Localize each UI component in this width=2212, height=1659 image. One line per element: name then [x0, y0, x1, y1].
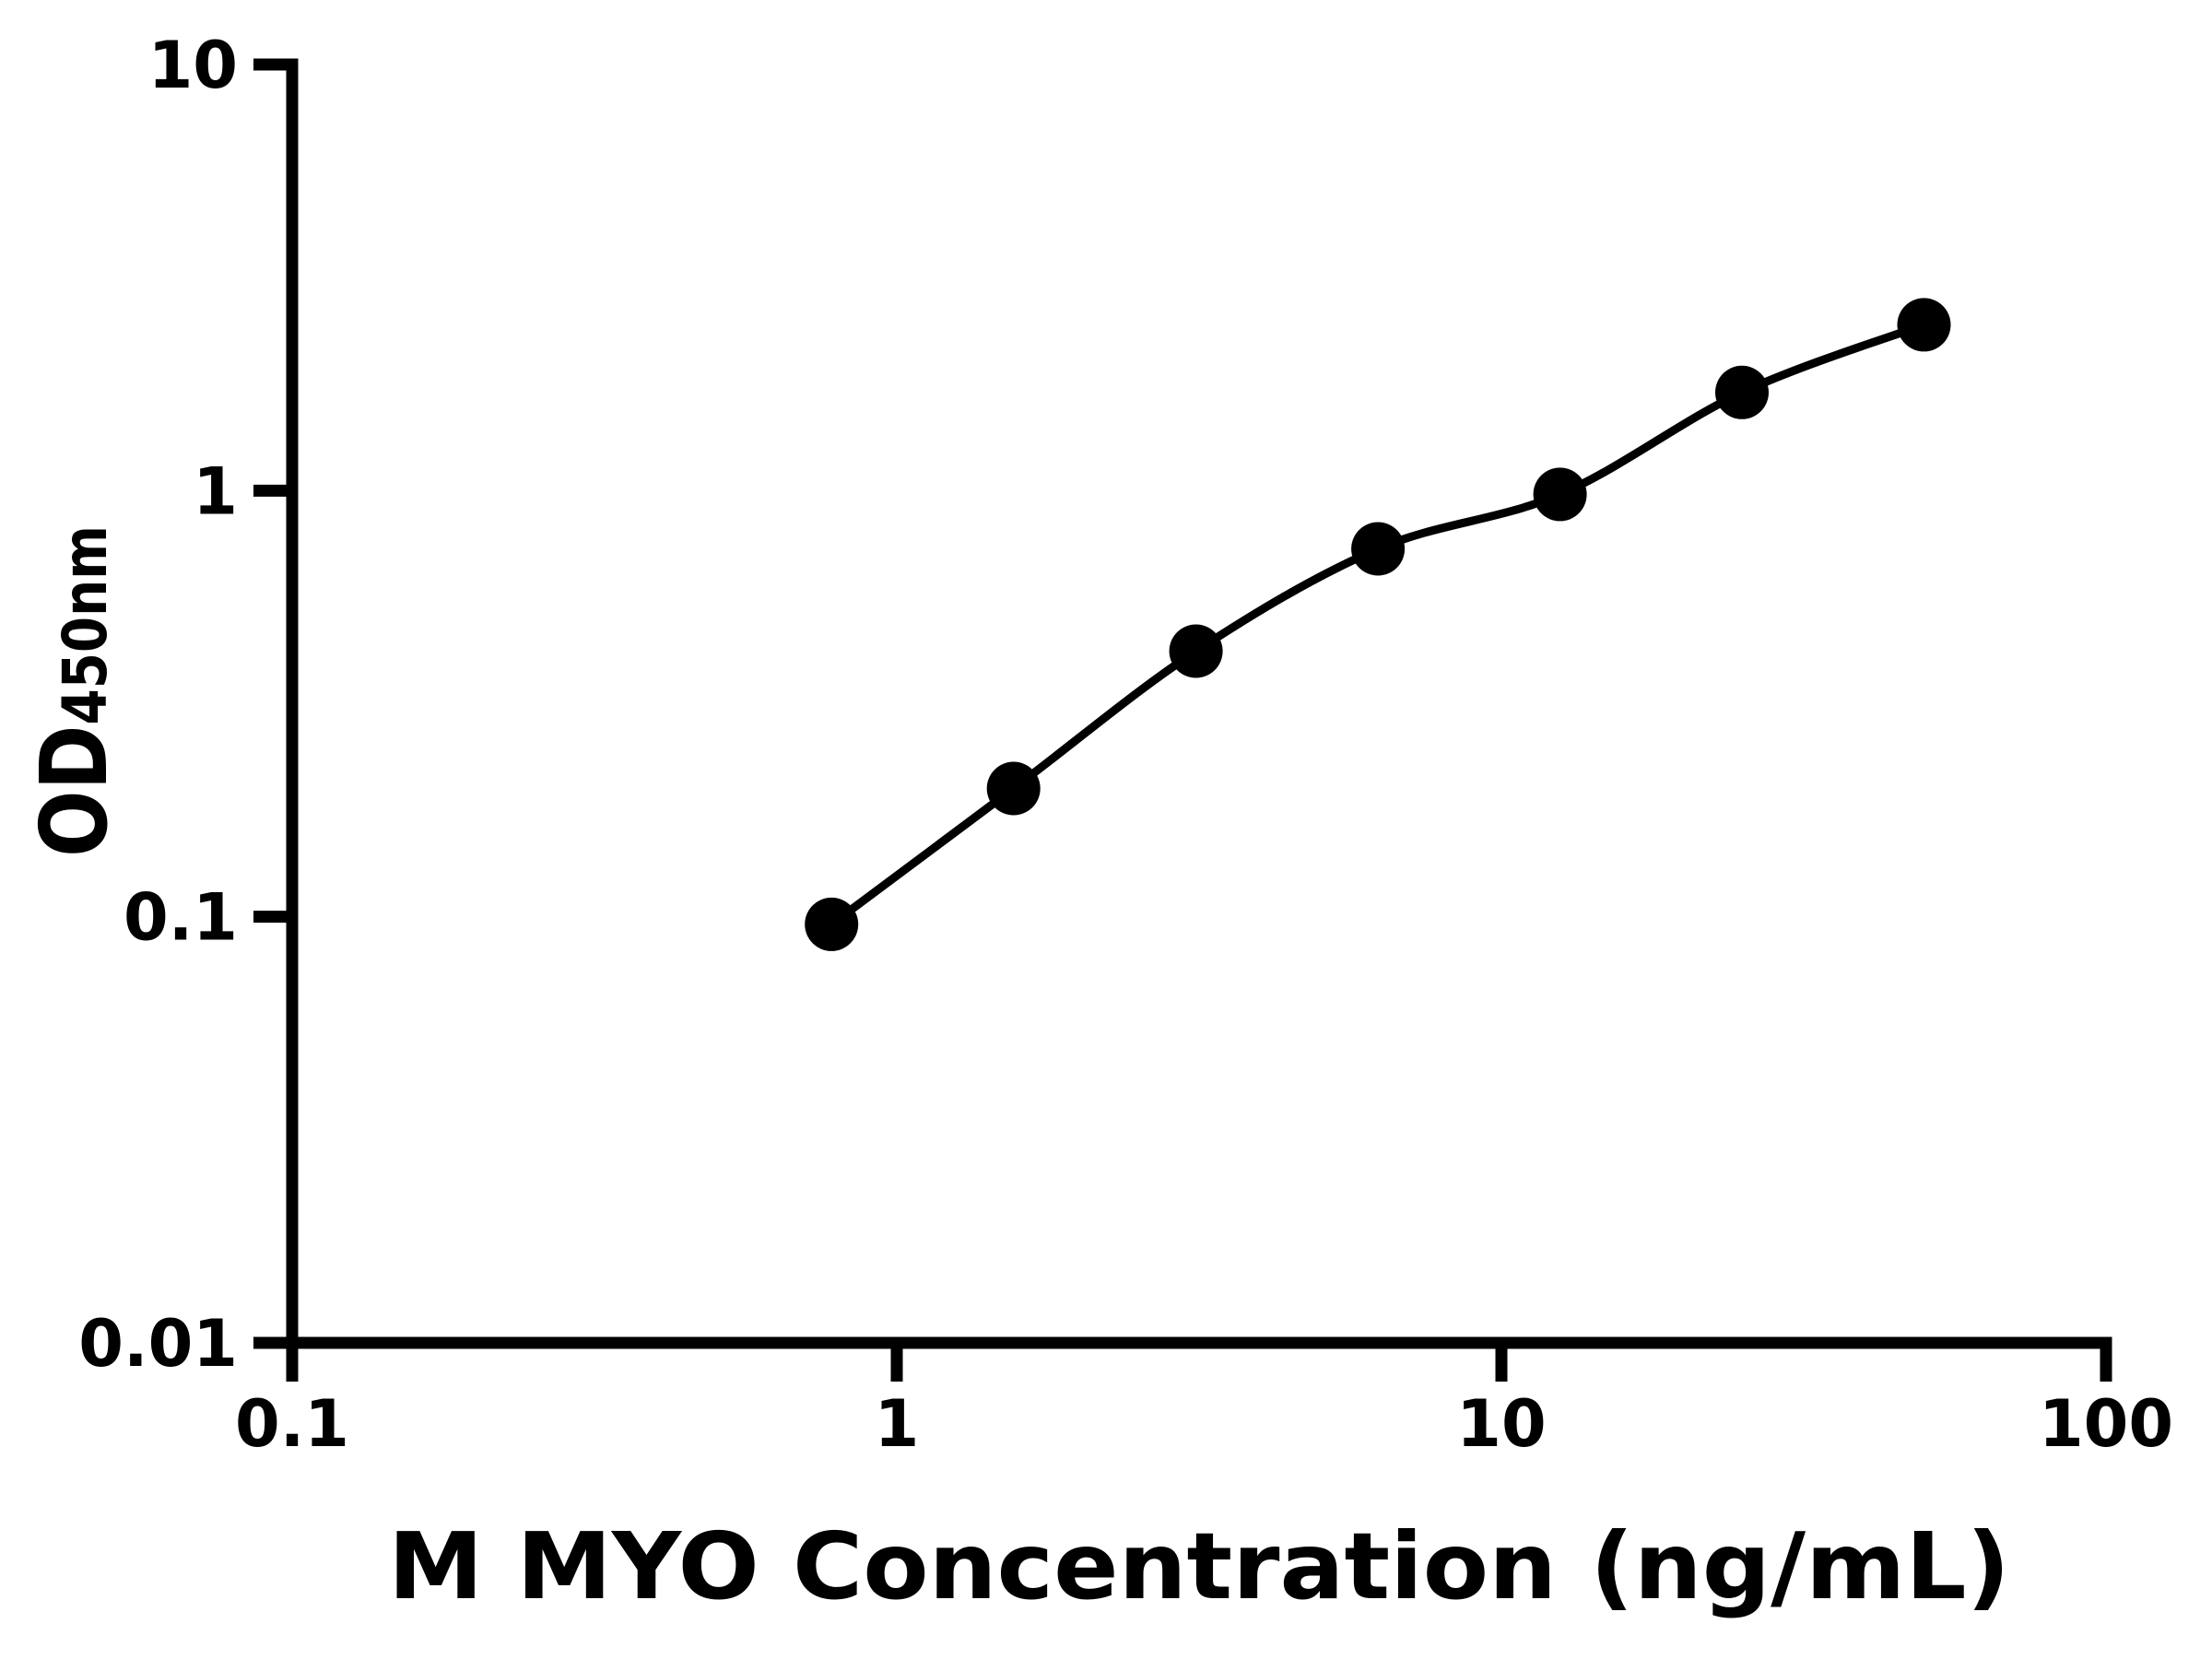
data-point	[1715, 365, 1769, 419]
x-axis-ticks: 0.1 1 10 100	[235, 1343, 2173, 1462]
x-tick-label: 0.1	[235, 1386, 349, 1462]
data-point	[1897, 298, 1951, 352]
axes	[286, 58, 2112, 1349]
fit-curve	[827, 320, 1928, 929]
x-tick-label: 1	[875, 1386, 920, 1462]
y-axis-title-subscript: 450nm	[50, 525, 121, 725]
x-tick-label: 100	[2039, 1386, 2173, 1462]
data-point	[805, 897, 859, 951]
data-point	[1169, 624, 1223, 678]
data-point	[1533, 467, 1587, 522]
y-axis-ticks: 0.01 0.1 1 10	[78, 28, 292, 1382]
data-point	[986, 761, 1041, 816]
y-tick-label: 1	[193, 453, 238, 529]
x-tick-label: 10	[1456, 1386, 1546, 1462]
data-points	[805, 298, 1951, 951]
x-axis-title: M MYO Concentration (ng/mL)	[388, 1512, 2010, 1620]
y-tick-label: 0.1	[124, 880, 238, 956]
y-axis-title-main: OD	[20, 725, 128, 857]
y-axis-title: OD450nm	[20, 525, 128, 857]
y-tick-label: 10	[148, 28, 238, 103]
data-point	[1351, 522, 1406, 576]
y-tick-label: 0.01	[78, 1306, 238, 1382]
